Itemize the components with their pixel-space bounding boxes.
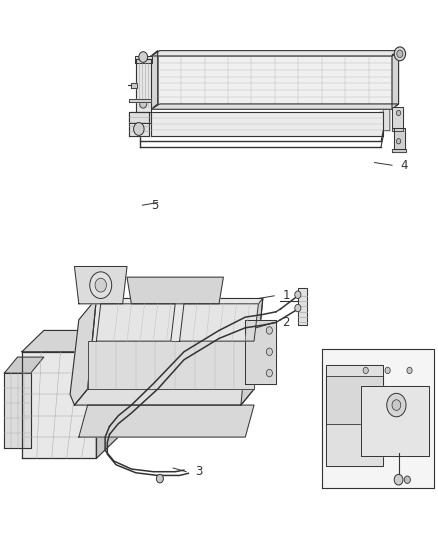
Circle shape bbox=[397, 50, 403, 58]
Polygon shape bbox=[394, 128, 405, 149]
Circle shape bbox=[394, 474, 403, 485]
Circle shape bbox=[394, 47, 406, 61]
Polygon shape bbox=[322, 349, 434, 488]
Polygon shape bbox=[127, 277, 223, 304]
Circle shape bbox=[95, 278, 106, 292]
Circle shape bbox=[134, 123, 144, 135]
Polygon shape bbox=[392, 128, 403, 131]
Circle shape bbox=[385, 367, 390, 374]
Polygon shape bbox=[88, 298, 263, 389]
Circle shape bbox=[404, 476, 410, 483]
Circle shape bbox=[140, 100, 147, 108]
Circle shape bbox=[266, 348, 272, 356]
Circle shape bbox=[90, 272, 112, 298]
Circle shape bbox=[266, 327, 272, 334]
Text: 2: 2 bbox=[283, 316, 290, 329]
Polygon shape bbox=[158, 56, 392, 104]
Circle shape bbox=[396, 110, 401, 116]
Polygon shape bbox=[22, 352, 96, 458]
Polygon shape bbox=[245, 320, 276, 384]
Circle shape bbox=[392, 400, 401, 410]
Circle shape bbox=[387, 393, 406, 417]
Polygon shape bbox=[326, 365, 383, 466]
Polygon shape bbox=[129, 112, 149, 136]
Polygon shape bbox=[241, 298, 263, 405]
Polygon shape bbox=[151, 112, 383, 136]
Polygon shape bbox=[70, 298, 96, 405]
Circle shape bbox=[407, 367, 412, 374]
Polygon shape bbox=[96, 330, 118, 458]
Polygon shape bbox=[361, 386, 429, 456]
Circle shape bbox=[156, 474, 163, 483]
Text: 5: 5 bbox=[151, 199, 159, 212]
Polygon shape bbox=[151, 51, 158, 109]
Polygon shape bbox=[392, 107, 403, 128]
Polygon shape bbox=[158, 107, 390, 131]
Circle shape bbox=[396, 139, 401, 144]
Polygon shape bbox=[88, 341, 254, 389]
Polygon shape bbox=[136, 59, 151, 112]
Polygon shape bbox=[4, 357, 44, 373]
Polygon shape bbox=[74, 266, 127, 304]
Polygon shape bbox=[135, 56, 152, 63]
Polygon shape bbox=[4, 373, 31, 448]
Polygon shape bbox=[392, 51, 399, 109]
Circle shape bbox=[266, 369, 272, 377]
Circle shape bbox=[363, 367, 368, 374]
Text: 3: 3 bbox=[195, 465, 202, 478]
Polygon shape bbox=[392, 149, 406, 152]
Circle shape bbox=[295, 291, 301, 298]
Polygon shape bbox=[22, 330, 118, 352]
Polygon shape bbox=[74, 389, 254, 405]
Circle shape bbox=[295, 304, 301, 312]
Polygon shape bbox=[129, 112, 151, 123]
Polygon shape bbox=[326, 376, 383, 424]
Polygon shape bbox=[129, 99, 151, 102]
Polygon shape bbox=[298, 288, 307, 325]
Circle shape bbox=[139, 52, 148, 62]
Polygon shape bbox=[151, 51, 399, 56]
Polygon shape bbox=[79, 405, 254, 437]
Polygon shape bbox=[96, 304, 175, 341]
Polygon shape bbox=[131, 83, 137, 88]
Text: 1: 1 bbox=[283, 289, 290, 302]
Text: 4: 4 bbox=[401, 159, 408, 172]
Polygon shape bbox=[151, 104, 399, 109]
Polygon shape bbox=[180, 304, 258, 341]
